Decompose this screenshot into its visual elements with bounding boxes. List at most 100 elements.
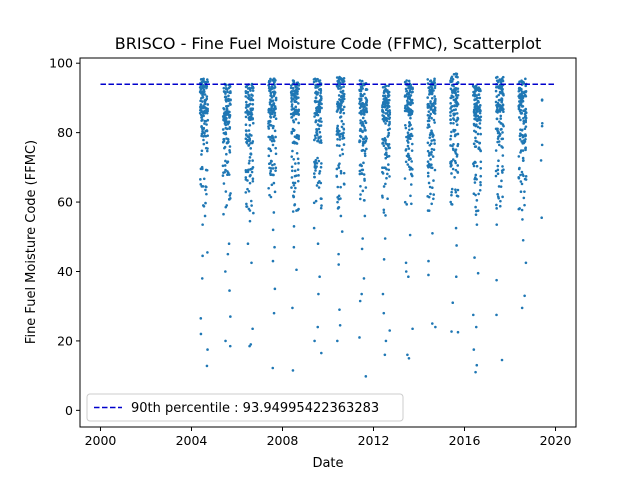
data-point [201,277,204,280]
data-point [297,102,300,105]
data-point [206,129,209,132]
data-point [457,171,460,174]
data-point [456,164,459,167]
data-point [406,354,409,357]
data-point [229,197,232,200]
data-point [203,178,206,181]
data-point [404,124,407,127]
data-point [199,109,202,112]
data-point [337,164,340,167]
data-point [451,105,454,108]
data-point [426,96,429,99]
data-point [495,170,498,173]
data-point [297,168,300,171]
data-point [200,333,203,336]
data-point [428,86,431,89]
data-point [227,138,230,141]
data-point [320,103,323,106]
data-point [500,145,503,148]
data-point [337,206,340,209]
data-point [406,155,409,158]
data-point [429,164,432,167]
data-point [290,116,293,119]
data-point [252,177,255,180]
data-point [293,225,296,228]
data-point [479,167,482,170]
data-point [340,102,343,105]
data-point [201,223,204,226]
data-point [290,100,293,103]
data-point [428,90,431,93]
data-point [428,93,431,96]
data-point [317,91,320,94]
data-point [410,160,413,163]
data-point [316,140,319,143]
x-axis-label: Date [312,456,343,471]
data-point [497,159,500,162]
data-point [248,190,251,193]
data-point [520,88,523,91]
data-point [337,86,340,89]
data-point [202,204,205,207]
data-point [475,210,478,213]
data-point [451,203,454,206]
data-point [430,139,433,142]
data-point [383,208,386,211]
data-point [336,127,339,130]
data-point [519,138,522,141]
data-point [270,104,273,107]
data-point [525,262,528,265]
data-point [199,107,202,110]
data-point [410,202,413,205]
data-point [426,164,429,167]
data-point [252,122,255,125]
data-point [317,114,320,117]
data-point [320,182,323,185]
data-point [247,140,250,143]
data-point [384,354,387,357]
data-point [225,153,228,156]
data-point [404,177,407,180]
data-point [498,120,501,123]
data-point [457,195,460,198]
data-point [431,97,434,100]
data-point [520,95,523,98]
data-point [388,105,391,108]
data-point [290,155,293,158]
data-point [343,183,346,186]
data-point [314,169,317,172]
data-point [519,119,522,122]
data-point [473,165,476,168]
data-point [495,314,498,317]
data-point [432,81,435,84]
data-point [358,97,361,100]
data-point [229,114,232,117]
data-point [248,208,251,211]
data-point [244,95,247,98]
data-point [222,128,225,131]
data-point [317,136,320,139]
data-point [382,312,385,315]
data-point [268,167,271,170]
data-point [502,103,505,106]
data-point [479,97,482,100]
data-point [292,194,295,197]
data-point [362,169,365,172]
data-point [319,94,322,97]
data-point [476,199,479,202]
data-point [501,359,504,362]
data-point [342,134,345,137]
data-point [434,109,437,112]
data-point [475,145,478,148]
data-point [245,101,248,104]
data-point [381,171,384,174]
data-point [292,119,295,122]
data-point [382,293,385,296]
data-point [456,155,459,158]
data-point [455,72,458,75]
data-point [451,188,454,191]
data-point [342,123,345,126]
data-point [200,125,203,128]
data-point [338,76,341,79]
data-point [341,148,344,151]
